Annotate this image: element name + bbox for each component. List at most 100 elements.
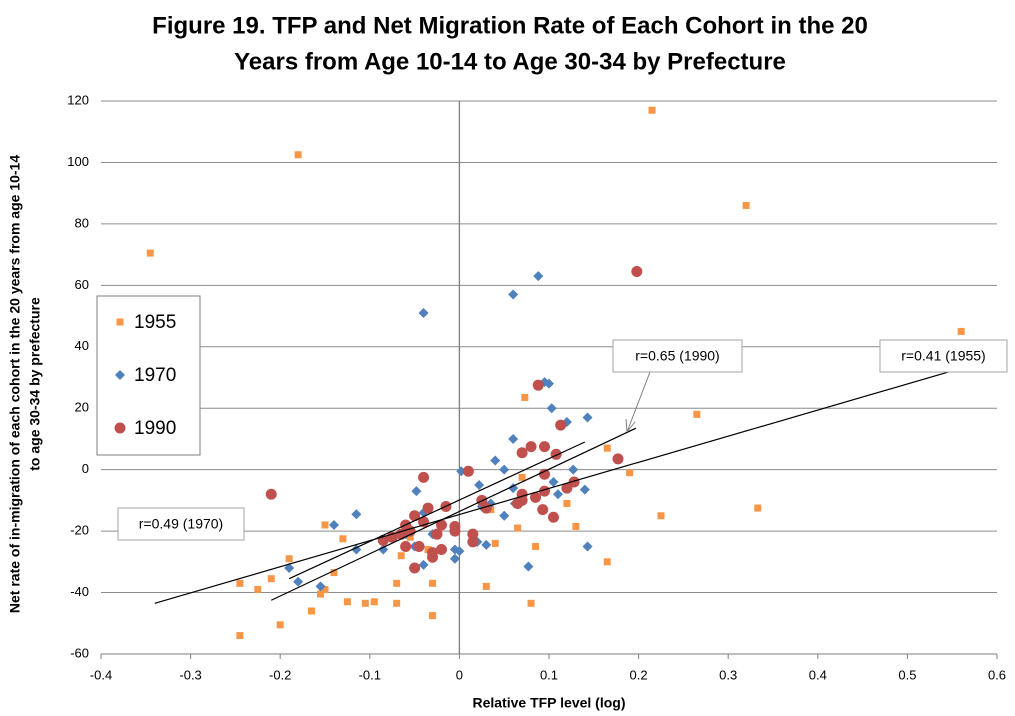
point (328, 519, 339, 530)
y-axis-label: to age 30-34 by prefecture (27, 297, 43, 471)
point (467, 536, 479, 548)
point (393, 579, 401, 587)
point (317, 590, 325, 598)
y-tick-label: 100 (67, 154, 89, 169)
annotation-arrow (626, 371, 651, 433)
point (293, 576, 304, 587)
legend-box (96, 295, 201, 456)
point (693, 410, 701, 418)
point (648, 106, 656, 114)
point (236, 579, 244, 587)
point (378, 544, 389, 555)
x-axis-label: Relative TFP level (log) (472, 695, 625, 711)
point (499, 464, 510, 475)
point (114, 422, 126, 434)
y-tick-label: 20 (75, 400, 89, 415)
point (462, 465, 474, 477)
point (361, 599, 369, 607)
chart-title: Years from Age 10-14 to Age 30-34 by Pre… (234, 48, 786, 75)
point (454, 546, 465, 557)
point (579, 484, 590, 495)
point (285, 555, 293, 563)
x-tick-label: 0.5 (898, 667, 916, 682)
point (370, 598, 378, 606)
point (548, 476, 559, 487)
point (427, 551, 439, 563)
point (612, 453, 624, 465)
point (411, 486, 422, 497)
point (626, 469, 634, 477)
point (431, 528, 443, 540)
point (499, 510, 510, 521)
point (236, 632, 244, 640)
point (527, 599, 535, 607)
annotation-box (879, 339, 1008, 373)
annotation-arrowhead (625, 418, 636, 433)
point (449, 553, 460, 564)
point (547, 511, 559, 523)
point (422, 502, 434, 514)
legend-label: 1970 (134, 365, 176, 386)
point (321, 585, 329, 593)
x-tick-label: 0.6 (988, 667, 1006, 682)
annotation: r=0.65 (1990) (635, 348, 719, 364)
point (530, 491, 542, 503)
x-tick-label: 0.2 (630, 667, 648, 682)
point (429, 579, 437, 587)
point (482, 582, 490, 590)
y-tick-label: 0 (82, 461, 89, 476)
annotation: r=0.41 (1955) (901, 348, 985, 364)
point (521, 393, 529, 401)
x-tick-label: 0.1 (540, 667, 558, 682)
point (523, 561, 534, 572)
x-tick-label: 0 (456, 667, 463, 682)
point (321, 521, 329, 529)
point (518, 473, 526, 481)
x-tick-label: -0.3 (179, 667, 201, 682)
x-tick-label: 0.4 (809, 667, 827, 682)
point (561, 482, 573, 494)
y-tick-label: 40 (75, 338, 89, 353)
annotation-box (117, 507, 245, 541)
point (508, 289, 519, 300)
point (516, 447, 528, 459)
point (957, 327, 965, 335)
point (525, 441, 537, 453)
y-tick-label: -40 (70, 584, 89, 599)
point (343, 598, 351, 606)
annotation: r=0.49 (1970) (139, 516, 223, 532)
point (490, 455, 501, 466)
point (413, 540, 425, 552)
trend-line (270, 427, 637, 601)
point (532, 379, 544, 391)
point (539, 441, 551, 453)
point (435, 544, 447, 556)
point (330, 569, 338, 577)
point (603, 444, 611, 452)
point (449, 525, 461, 537)
point (631, 266, 643, 278)
point (514, 524, 522, 532)
point (532, 542, 540, 550)
chart-title: Figure 19. TFP and Net Migration Rate of… (152, 12, 868, 39)
point (555, 419, 567, 431)
y-tick-label: 60 (75, 277, 89, 292)
point (754, 504, 762, 512)
point (351, 509, 362, 520)
point (435, 519, 447, 531)
point (393, 599, 401, 607)
point (418, 307, 429, 318)
y-axis-label: Net rate of in-migration of each cohort … (7, 155, 23, 613)
point (546, 403, 557, 414)
annotation-box (612, 339, 743, 373)
trend-line (154, 367, 962, 604)
point (508, 433, 519, 444)
point (657, 512, 665, 520)
point (563, 499, 571, 507)
y-tick-label: -60 (70, 645, 89, 660)
point (572, 523, 580, 531)
point (308, 607, 316, 615)
point (550, 448, 562, 460)
point (146, 249, 154, 257)
